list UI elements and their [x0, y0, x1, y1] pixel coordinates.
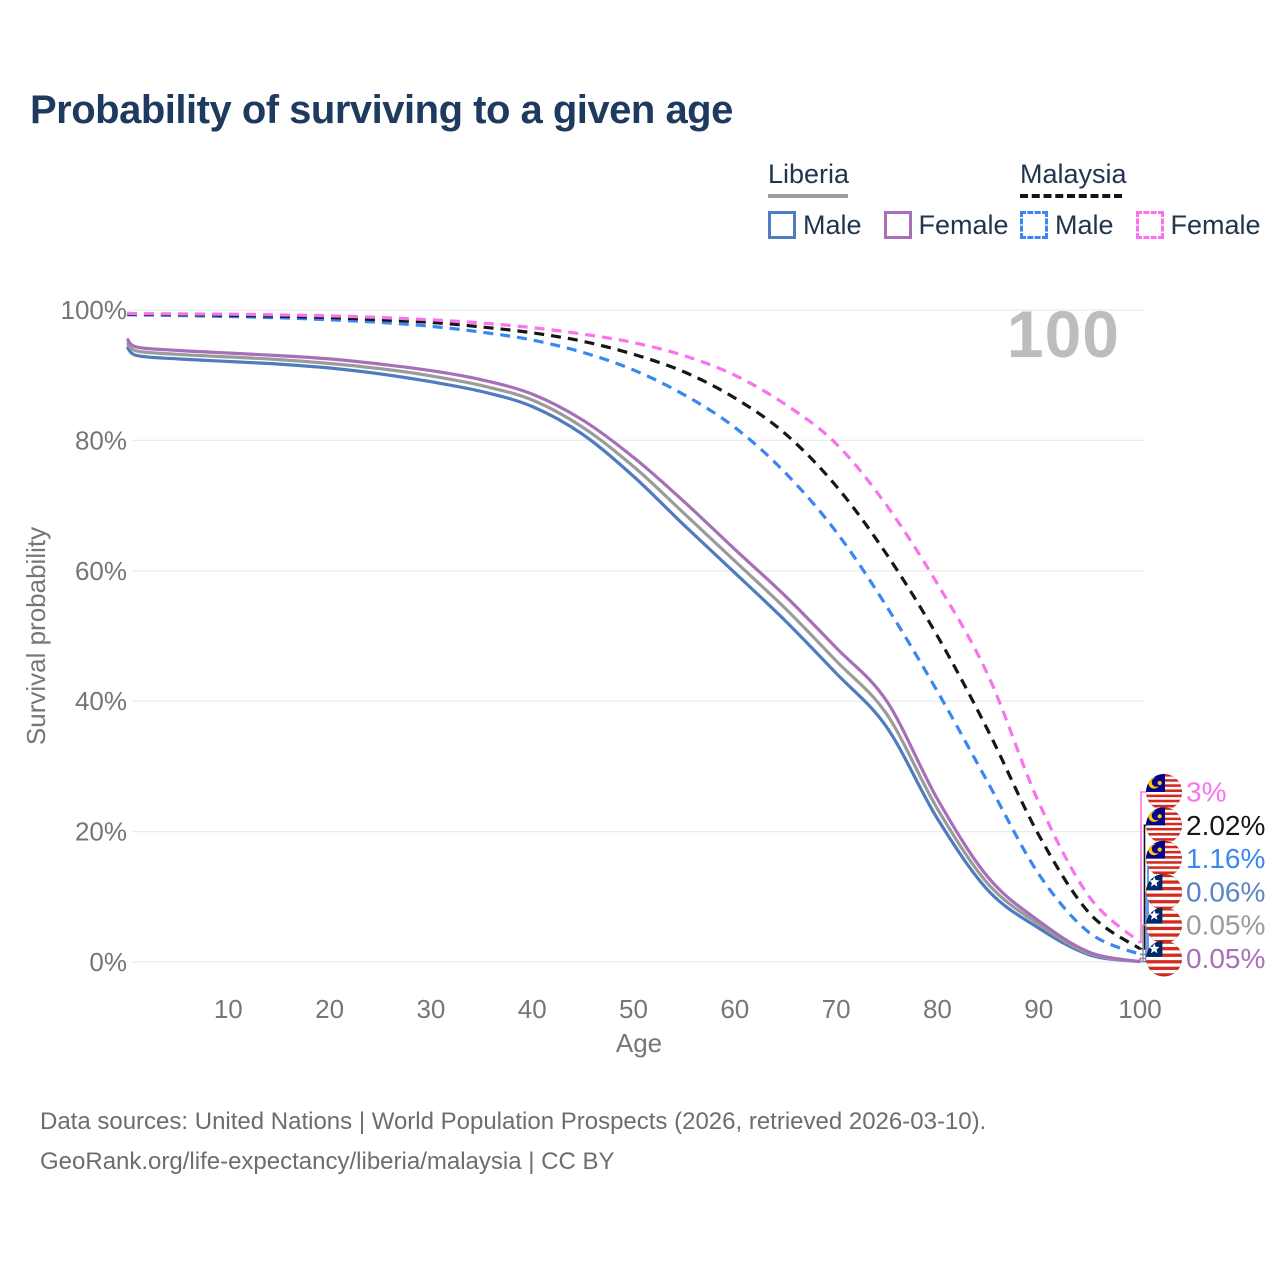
legend-item-malaysia-female[interactable]: Female	[1135, 209, 1261, 241]
series-line-malaysia_male	[126, 312, 1141, 956]
end-label-leader-line	[1140, 924, 1146, 963]
liberia-line-style-sample	[768, 193, 848, 198]
x-tick-label: 50	[619, 994, 648, 1024]
x-tick-label: 30	[416, 994, 445, 1024]
malaysia-female-swatch-icon	[1135, 211, 1164, 240]
legend-group-malaysia: Malaysia Male Female	[1020, 159, 1261, 241]
legend-item-label: Male	[1055, 209, 1114, 240]
x-tick-label: 60	[720, 994, 749, 1024]
y-tick-label: 0%	[89, 947, 127, 977]
end-label-leader-line	[1140, 791, 1146, 944]
end-value-label: 3%	[1186, 777, 1226, 808]
legend-country-label: Malaysia	[1020, 159, 1127, 189]
x-tick-label: 40	[518, 994, 547, 1024]
x-tick-label: 10	[214, 994, 243, 1024]
y-axis-title: Survival probability	[21, 527, 51, 745]
series-line-liberia_male	[125, 345, 1141, 964]
legend-group-liberia: Liberia Male Female	[768, 159, 1009, 241]
end-value-label: 2.02%	[1186, 810, 1265, 841]
attribution-link: GeoRank.org/life-expectancy/liberia/mala…	[40, 1148, 615, 1175]
y-tick-label: 20%	[75, 817, 127, 847]
end-value-label: 1.16%	[1186, 843, 1265, 874]
liberia-flag-icon	[1145, 907, 1183, 944]
liberia-flag-icon	[1145, 940, 1183, 977]
malaysia-male-swatch-icon	[1020, 211, 1048, 240]
data-sources-text: Data sources: United Nations | World Pop…	[40, 1108, 987, 1135]
legend-item-label: Male	[803, 209, 862, 240]
x-tick-label: 70	[822, 994, 851, 1024]
malaysia-line-style-sample	[1020, 193, 1122, 198]
liberia-female-swatch-icon	[883, 211, 912, 240]
x-tick-label: 20	[315, 994, 344, 1024]
end-value-label: 0.06%	[1186, 876, 1265, 907]
x-axis-title: Age	[616, 1028, 662, 1058]
series-line-malaysia_all	[126, 312, 1141, 951]
liberia-flag-icon	[1145, 873, 1183, 911]
series-line-malaysia_female	[126, 311, 1142, 944]
malaysia-flag-icon	[1145, 840, 1183, 877]
legend-country-label: Liberia	[768, 159, 850, 189]
x-tick-label: 80	[923, 994, 952, 1024]
end-value-label: 0.05%	[1186, 910, 1265, 941]
legend-item-liberia-male[interactable]: Male	[768, 210, 862, 241]
y-tick-label: 80%	[75, 425, 127, 455]
page-title: Probability of surviving to a given age	[30, 88, 733, 132]
malaysia-flag-icon	[1145, 807, 1183, 844]
x-tick-label: 100	[1118, 994, 1161, 1024]
series-line-liberia_female	[125, 337, 1141, 964]
y-tick-label: 100%	[61, 295, 128, 325]
y-tick-label: 40%	[75, 686, 127, 716]
series-line-liberia_all	[125, 341, 1141, 964]
legend-item-label: Female	[1170, 209, 1261, 240]
x-tick-label: 90	[1024, 994, 1053, 1024]
end-value-label: 0.05%	[1186, 943, 1265, 974]
legend-item-label: Female	[918, 209, 1009, 240]
end-label-leader-line	[1139, 957, 1146, 962]
liberia-male-swatch-icon	[768, 211, 796, 240]
legend-item-malaysia-male[interactable]: Male	[1020, 210, 1114, 241]
legend-item-liberia-female[interactable]: Female	[883, 209, 1009, 241]
y-tick-label: 60%	[75, 556, 127, 586]
malaysia-flag-icon	[1145, 773, 1183, 811]
age-watermark: 100	[1006, 297, 1120, 371]
